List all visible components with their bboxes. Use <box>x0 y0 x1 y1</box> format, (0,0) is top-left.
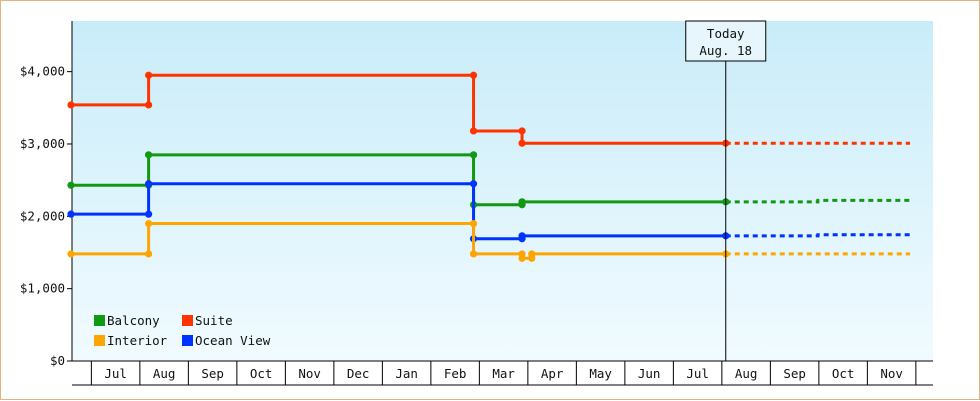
month-label: May <box>589 366 612 381</box>
series-projection-ocean-view <box>725 233 911 238</box>
data-point <box>469 151 478 159</box>
month-label: Dec <box>347 366 370 381</box>
data-point <box>469 127 478 135</box>
data-point <box>145 210 153 218</box>
month-label: Nov <box>880 366 903 381</box>
month-label: Jun <box>638 366 661 381</box>
month-label: Nov <box>298 366 321 381</box>
month-label: Apr <box>541 366 564 381</box>
month-label: Feb <box>444 366 467 381</box>
data-point <box>145 71 153 79</box>
plot-background <box>72 21 933 361</box>
y-axis: $0 $1,000 $2,000 $3,000 $4,000 <box>20 21 73 368</box>
legend-swatch-interior <box>94 335 105 346</box>
legend-label: Interior <box>107 333 168 348</box>
data-point <box>469 219 478 228</box>
data-point <box>469 180 478 188</box>
data-point <box>145 151 153 159</box>
data-point <box>145 250 153 258</box>
data-point <box>518 198 526 206</box>
month-label: Mar <box>492 366 515 381</box>
legend-label: Balcony <box>107 313 160 328</box>
today-marker: Today Aug. 18 <box>685 20 767 361</box>
month-label: Aug <box>153 366 176 381</box>
data-point <box>469 71 478 79</box>
series-projection-balcony <box>725 198 911 204</box>
month-label: Sep <box>201 366 224 381</box>
legend-label: Ocean View <box>195 333 271 348</box>
x-axis: Jul Aug Sep Oct Nov Dec Jan Feb Mar Apr May Jun Jul A… <box>72 360 933 386</box>
data-point <box>145 101 153 109</box>
data-point <box>67 250 75 258</box>
data-point <box>518 139 526 147</box>
legend: Balcony Suite Interior Ocean View <box>94 313 271 348</box>
series-layer <box>67 71 911 262</box>
month-label: Sep <box>783 366 806 381</box>
today-date: Aug. 18 <box>699 43 752 58</box>
data-point <box>145 180 153 188</box>
data-point <box>528 250 536 258</box>
data-point <box>67 210 75 218</box>
y-tick-label: $3,000 <box>20 136 65 151</box>
month-label: Oct <box>832 366 855 381</box>
data-point <box>67 101 75 109</box>
legend-label: Suite <box>195 313 233 328</box>
legend-swatch-suite <box>182 315 193 326</box>
y-tick-label: $1,000 <box>20 281 65 296</box>
month-label: Jul <box>686 366 709 381</box>
month-label: Jul <box>104 366 127 381</box>
y-tick-label: $4,000 <box>20 64 65 79</box>
data-point <box>518 232 526 240</box>
data-point <box>518 127 526 135</box>
month-label: Oct <box>250 366 273 381</box>
data-point <box>469 250 478 258</box>
data-point <box>67 181 75 189</box>
data-point <box>145 219 153 228</box>
month-label: Jan <box>395 366 418 381</box>
y-tick-label: $0 <box>50 353 65 368</box>
legend-swatch-ocean-view <box>182 335 193 346</box>
legend-swatch-balcony <box>94 315 105 326</box>
y-tick-label: $2,000 <box>20 208 65 223</box>
data-point <box>518 254 526 262</box>
month-label: Aug <box>735 366 758 381</box>
today-box <box>685 20 767 62</box>
today-label: Today <box>707 26 745 41</box>
